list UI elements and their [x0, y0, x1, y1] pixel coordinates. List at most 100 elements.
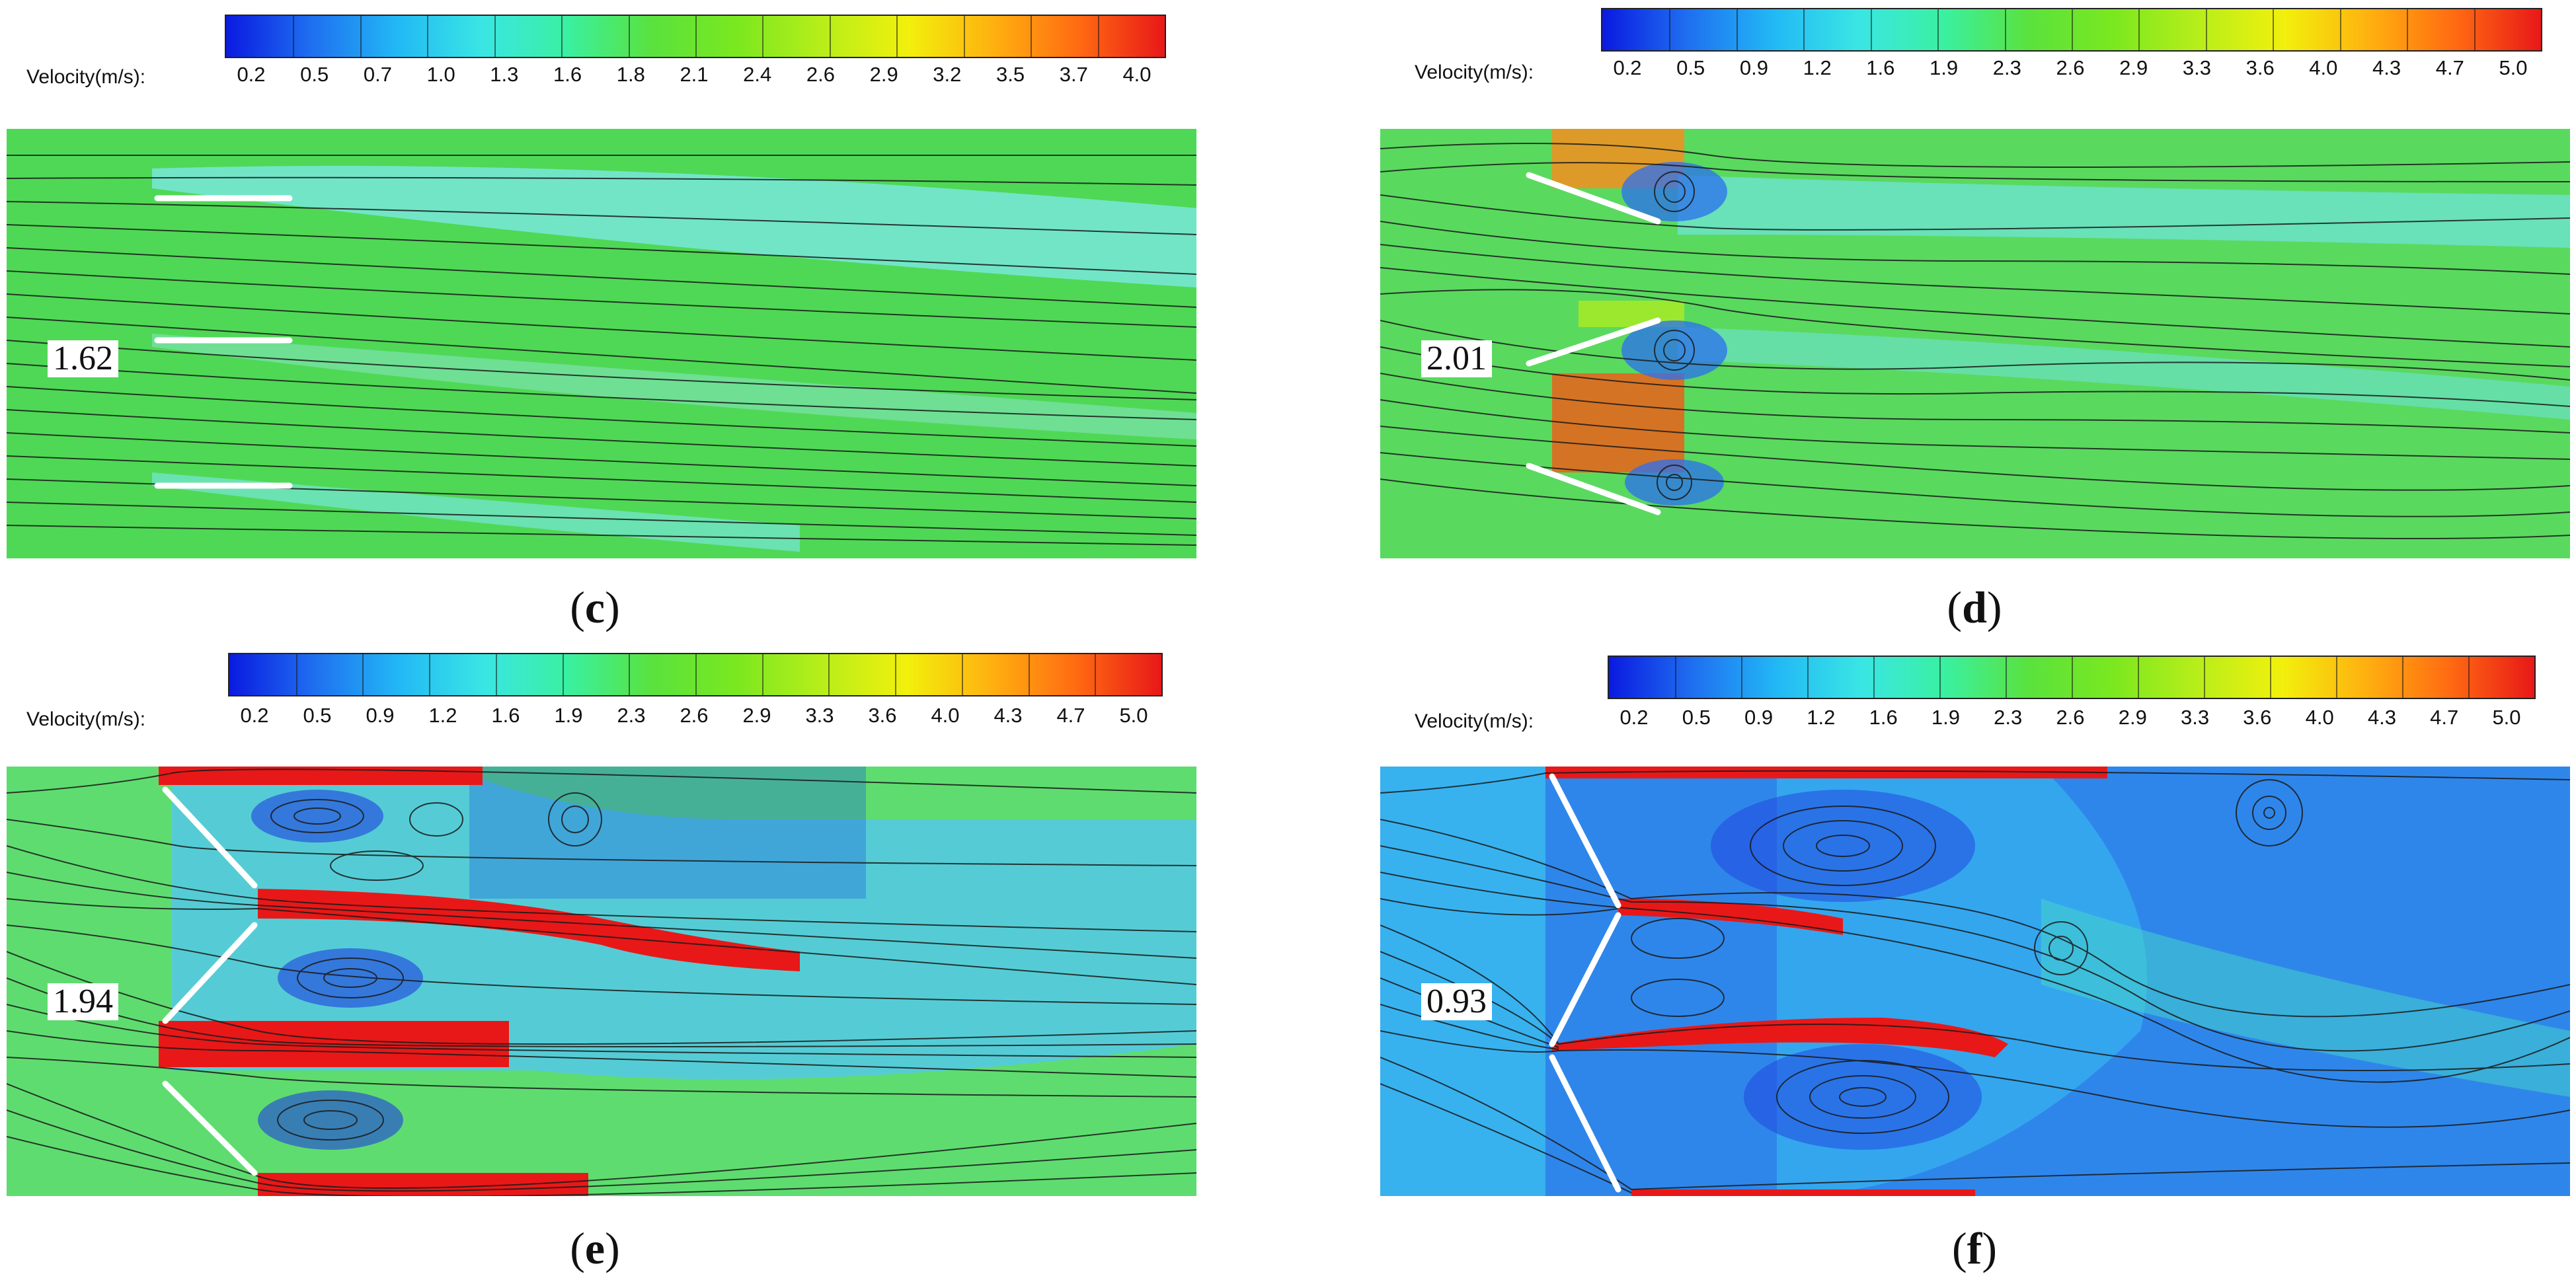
colorbar-tick-label: 0.9 — [1739, 56, 1768, 79]
colorbar-divider — [829, 16, 831, 57]
colorbar-divider — [2468, 657, 2470, 698]
colorbar-tick-label: 1.6 — [1869, 706, 1898, 729]
colorbar-tick-label: 4.0 — [931, 704, 960, 727]
colorbar-tick-label: 0.2 — [237, 63, 266, 86]
colorbar-tick-label: 3.6 — [2243, 706, 2272, 729]
colorbar-tick-label: 3.3 — [2181, 706, 2210, 729]
colorbar-divider — [1669, 9, 1671, 50]
colorbar-tick-label: 3.3 — [805, 704, 834, 727]
colorbar-tick-label: 1.6 — [1866, 56, 1895, 79]
colorbar-tick-label: 3.7 — [1059, 63, 1088, 86]
colorbar-divider — [1873, 657, 1875, 698]
colorbar-tick-label: 0.5 — [303, 704, 332, 727]
colorbar-tick-label: 1.2 — [1807, 706, 1836, 729]
colorbar-divider — [2336, 657, 2337, 698]
colorbar-tick-label: 2.3 — [1994, 706, 2023, 729]
colorbar-divider — [1675, 657, 1676, 698]
colorbar-tick-label: 2.3 — [1992, 56, 2021, 79]
colorbar-divider — [1095, 654, 1097, 695]
colorbar-tick-label: 2.1 — [680, 63, 709, 86]
colorbar-divider — [1937, 9, 1939, 50]
velocity-field-c — [7, 129, 1196, 558]
colorbar-divider — [295, 654, 297, 695]
colorbar-tick-label: 0.7 — [363, 63, 392, 86]
colorbar-divider — [427, 16, 429, 57]
colorbar-tick-label: 1.9 — [554, 704, 583, 727]
colorbar-tick-label: 0.9 — [366, 704, 395, 727]
colorbar-divider — [1097, 16, 1099, 57]
colorbar-label-c: Velocity(m/s): — [26, 66, 146, 88]
colorbar-divider — [562, 654, 564, 695]
colorbar-tick-label: 5.0 — [1119, 704, 1148, 727]
value-label-f: 0.93 — [1421, 983, 1492, 1020]
value-label-d: 2.01 — [1421, 340, 1492, 377]
colorbar-tick-label: 2.3 — [617, 704, 646, 727]
caption-e: (e) — [570, 1223, 620, 1273]
velocity-field-e — [7, 767, 1196, 1196]
colorbar-divider — [2407, 9, 2409, 50]
colorbar-divider — [695, 654, 697, 695]
streamline-plot-e — [7, 767, 1196, 1196]
value-label-c: 1.62 — [48, 340, 118, 377]
colorbar-tick-label: 4.0 — [1122, 63, 1151, 86]
colorbar-tick-label: 4.0 — [2309, 56, 2338, 79]
colorbar-tick-label: 3.5 — [996, 63, 1025, 86]
colorbar-divider — [1807, 657, 1809, 698]
colorbar-tick-label: 2.9 — [869, 63, 898, 86]
velocity-field-f — [1380, 767, 2570, 1196]
value-label-e: 1.94 — [48, 983, 118, 1020]
colorbar-tick-label: 4.7 — [2435, 56, 2464, 79]
colorbar-tick-label: 2.9 — [742, 704, 771, 727]
colorbar-divider — [2138, 9, 2140, 50]
colorbar-divider — [2205, 9, 2207, 50]
colorbar-divider — [495, 654, 497, 695]
colorbar-divider — [293, 16, 295, 57]
colorbar-tick-label: 0.2 — [240, 704, 269, 727]
colorbar-tick-label: 1.6 — [491, 704, 520, 727]
colorbar-divider — [629, 654, 631, 695]
colorbar-tick-label: 0.2 — [1613, 56, 1642, 79]
colorbar-divider — [561, 16, 563, 57]
colorbar-tick-label: 3.2 — [933, 63, 962, 86]
colorbar-divider — [761, 654, 763, 695]
colorbar-divider — [963, 16, 965, 57]
colorbar-divider — [2138, 657, 2139, 698]
colorbar-divider — [1028, 654, 1030, 695]
colorbar-tick-label: 1.6 — [553, 63, 582, 86]
colorbar-tick-label: 1.2 — [1803, 56, 1832, 79]
colorbar-tick-label: 1.9 — [1930, 56, 1959, 79]
colorbar-tick-label: 1.2 — [428, 704, 457, 727]
colorbar-divider — [360, 16, 362, 57]
colorbar-divider — [2339, 9, 2341, 50]
colorbar-divider — [695, 16, 697, 57]
streamline-plot-f — [1380, 767, 2570, 1196]
colorbar-tick-label: 4.7 — [2430, 706, 2459, 729]
colorbar-divider — [2273, 9, 2275, 50]
colorbar-divider — [494, 16, 496, 57]
colorbar-tick-label: 5.0 — [2492, 706, 2521, 729]
caption-d: (d) — [1947, 582, 2002, 632]
colorbar-tick-label: 4.3 — [994, 704, 1023, 727]
colorbar-divider — [895, 654, 897, 695]
colorbar-tick-label: 0.5 — [1682, 706, 1711, 729]
colorbar-divider — [1870, 9, 1872, 50]
colorbar-label-d: Velocity(m/s): — [1415, 61, 1534, 83]
colorbar-tick-label: 4.3 — [2367, 706, 2396, 729]
colorbar-tick-label: 2.4 — [743, 63, 772, 86]
colorbar-divider — [2204, 657, 2205, 698]
colorbar-tick-label: 0.5 — [300, 63, 329, 86]
colorbar-c — [225, 15, 1166, 58]
colorbar-divider — [362, 654, 364, 695]
colorbar-divider — [1939, 657, 1941, 698]
colorbar-tick-label: 3.6 — [868, 704, 897, 727]
caption-c: (c) — [570, 582, 620, 632]
colorbar-tick-label: 3.6 — [2245, 56, 2275, 79]
colorbar-divider — [828, 654, 830, 695]
colorbar-divider — [1803, 9, 1805, 50]
colorbar-label-f: Velocity(m/s): — [1415, 710, 1534, 732]
streamline-plot-c — [7, 129, 1196, 558]
colorbar-label-e: Velocity(m/s): — [26, 708, 146, 730]
colorbar-tick-label: 2.6 — [680, 704, 709, 727]
colorbar-divider — [429, 654, 431, 695]
colorbar-tick-label: 1.3 — [490, 63, 519, 86]
